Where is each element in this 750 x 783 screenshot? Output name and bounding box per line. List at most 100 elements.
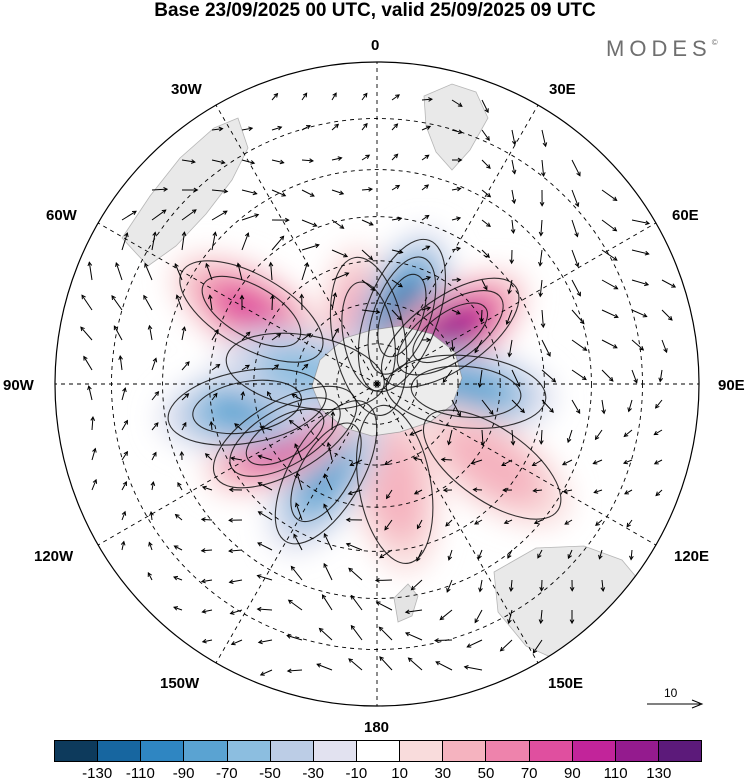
wind-vector [450,339,456,352]
wind-vector [601,339,618,349]
wind-vector [385,489,393,500]
wind-vector [507,339,513,358]
wind-vector [257,511,273,521]
wind-vector [331,272,350,281]
wind-vector [211,231,218,251]
lon-label-180: 180 [364,719,390,736]
wind-vector [239,294,245,311]
wind-vector [569,609,575,625]
wind-vector [481,129,490,142]
wind-vector [230,639,243,646]
wind-vector [286,668,303,674]
wind-vector [416,549,423,562]
colorbar-segment [140,741,184,761]
wind-vector [241,331,251,341]
wind-vector [173,575,183,581]
wind-vector [181,361,190,371]
wind-vector [409,429,423,436]
wind-vector [477,369,483,388]
wind-vector [571,339,588,351]
wind-vector [434,638,453,643]
wind-vector [241,232,250,251]
wind-vector [531,459,543,467]
colorbar-segment [355,741,400,761]
wind-vector [115,261,123,281]
wind-vector [655,489,663,497]
colorbar-segment [55,741,98,761]
meridian [97,222,378,385]
wind-vector [90,416,96,431]
wind-vector [658,369,664,383]
wind-vector [81,294,93,311]
wind-vector [451,246,462,252]
wind-vector [540,309,546,329]
streamline [377,273,427,358]
wind-vector [150,480,156,491]
wind-vector [271,235,285,251]
wind-vector [562,488,573,494]
meridian [376,383,657,546]
wind-vector [234,423,243,431]
wind-vector [509,249,515,265]
wind-vector [626,519,633,528]
wind-vector [240,390,246,401]
wind-vector [259,669,273,676]
colorbar-tick-label: -130 [82,765,113,782]
wind-vector [435,661,453,671]
colorbar-tick-label: 50 [477,765,495,782]
wind-vector [474,609,483,624]
wind-vector [268,261,274,281]
wind-vector [361,122,368,131]
wind-vector [331,123,340,131]
wind-vector [83,355,93,371]
wind-vector [318,627,333,641]
wind-vector [541,399,554,413]
wind-vector [594,429,603,441]
wind-vector [421,306,432,311]
colorbar-segment [226,741,270,761]
colorbar-ticks: -130 -110 -90 -70 -50 -30 -10 10 30 50 70 90 110 130 [0,765,750,783]
colorbar-tick-label: -90 [172,765,195,782]
colorbar-tick-label: -50 [259,765,281,782]
wind-vector [421,125,432,131]
wind-vector [271,92,279,101]
streamline [357,238,446,393]
wind-vector [204,453,213,461]
pole-marker [375,382,379,386]
wind-vector [391,184,401,191]
wind-vector [508,579,514,593]
wind-vector [120,540,126,551]
wind-vector [538,609,544,625]
wind-vector [200,578,213,584]
wind-vector [295,471,303,491]
wind-vector [481,279,488,291]
wind-vector [478,579,483,593]
wind-vector [653,429,663,436]
wind-vector [347,489,363,496]
wind-vector [511,369,521,388]
wind-vector [301,333,312,341]
wind-vector [301,158,315,163]
wind-vector [378,626,393,641]
wind-vector [442,369,453,384]
wind-vector [540,159,546,178]
wind-vector [271,217,290,223]
wind-vector [539,189,545,207]
wind-vector [661,339,668,354]
wind-vector [511,189,517,205]
streamline [341,281,396,392]
wind-vector [331,189,345,195]
wind-vector [230,456,243,461]
wind-vector [87,385,93,401]
wind-vector [228,517,243,523]
wind-vector [256,606,273,612]
wind-vector [507,549,513,559]
wind-vector [374,578,393,583]
wind-vector [301,243,320,251]
wind-vector [323,503,333,521]
wind-vector [472,487,483,493]
wind-vector [481,399,494,415]
wind-vector [499,639,513,652]
wind-vector [259,425,273,431]
graticule [55,62,699,706]
